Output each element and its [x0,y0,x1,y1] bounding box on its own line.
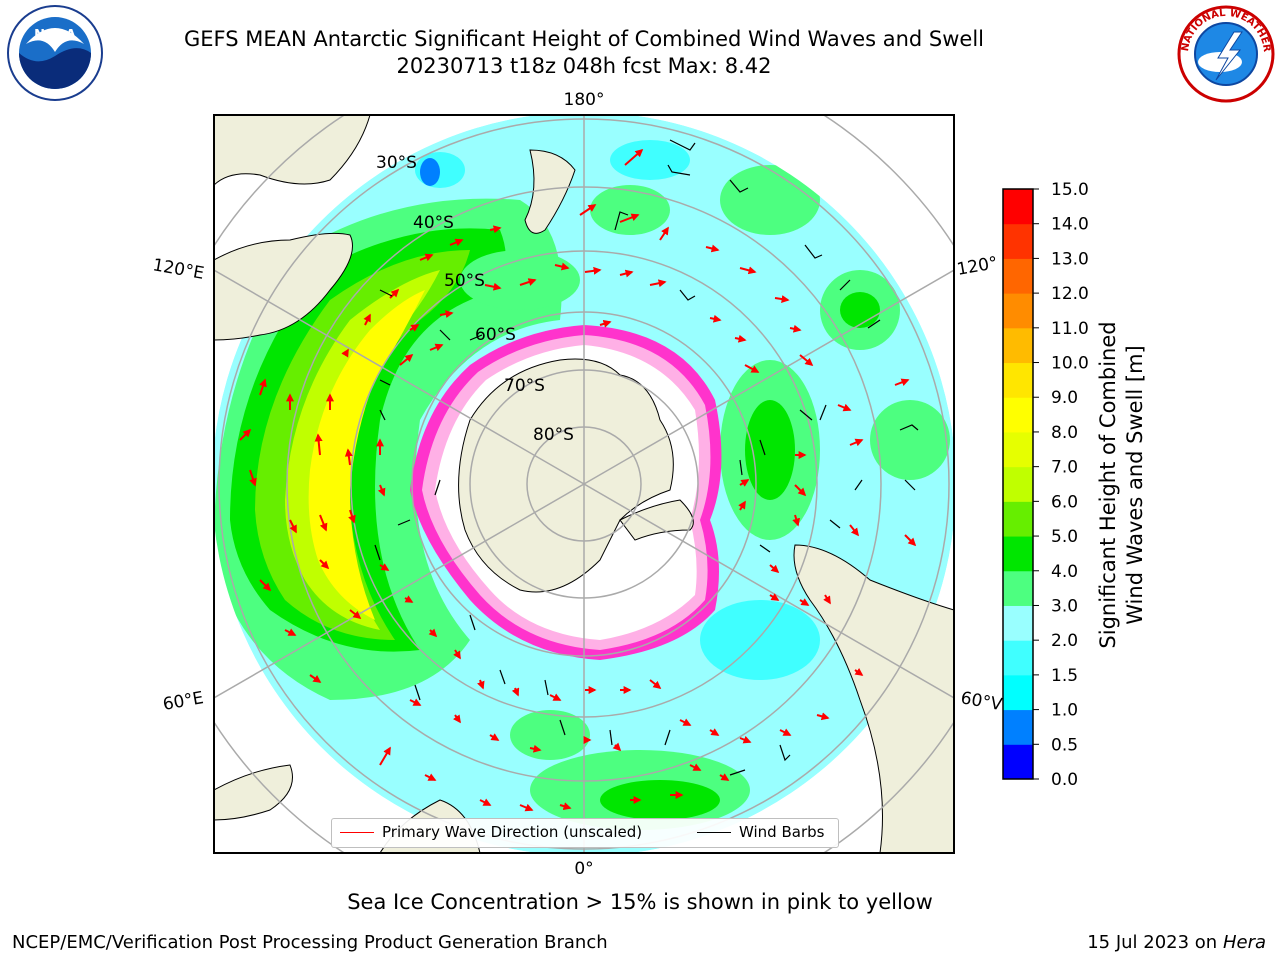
colorbar-band [1003,258,1033,294]
colorbar-band [1003,466,1033,502]
legend-wave-label: Primary Wave Direction (unscaled) [382,823,643,841]
lat-label-70: 70°S [504,376,545,396]
lat-label-30: 30°S [376,153,417,173]
wave-zone-low-d [610,140,690,180]
colorbar-band [1003,536,1033,572]
colorbar-label-line2: Wind Waves and Swell [m] [1123,345,1147,625]
meridian-60e [214,483,585,699]
legend: Primary Wave Direction (unscaled) Wind B… [331,818,839,848]
colorbar: 0.0 0.5 1.0 1.5 2.0 3.0 4.0 5.0 6.0 7.0 8.0 9.0 10.0… [1002,180,1089,790]
lon-label-120e: 120°E [151,255,205,284]
colorbar-tick-label: 4.0 [1051,562,1078,582]
wave-zone-atlantic-b [510,710,590,760]
colorbar-band [1003,640,1033,676]
wave-zone-pacific-d [870,400,950,480]
chart-title: GEFS MEAN Antarctic Significant Height o… [183,27,985,51]
colorbar-tick-label: 14.0 [1051,215,1089,235]
wave-zone-pacific-a [720,165,820,235]
colorbar-tick-label: 10.0 [1051,354,1089,374]
colorbar-band [1003,501,1033,537]
colorbar-tick-label: 0.0 [1051,770,1078,790]
legend-barb-label: Wind Barbs [739,823,825,841]
chart-subtitle: 20230713 t18z 048h fcst Max: 8.42 [396,54,772,78]
colorbar-band [1003,744,1033,780]
plot-frame [213,114,955,854]
sea-ice-note: Sea Ice Concentration > 15% is shown in … [347,890,933,914]
wave-zone-low-c [700,600,820,680]
colorbar-tick-label: 1.0 [1051,701,1078,721]
svg-text:NOAA: NOAA [34,28,76,43]
lon-label-60e: 60°E [161,688,205,715]
lon-label-120w: 120° [955,253,999,280]
wave-direction-arrows [239,148,917,812]
colorbar-tick-label: 1.5 [1051,666,1078,686]
colorbar-tick-label: 2.0 [1051,631,1078,651]
noaa-logo: NOAA [7,5,103,101]
colorbar-tick-label: 0.5 [1051,735,1078,755]
colorbar-tick-label: 9.0 [1051,388,1078,408]
lon-label-180: 180° [564,90,605,110]
lon-label-0: 0° [574,859,593,879]
wave-zone-atlantic-a-core [600,780,720,820]
meridian-120e [214,269,585,485]
credit-left: NCEP/EMC/Verification Post Processing Pr… [12,932,608,953]
land-antarctica [458,358,674,593]
colorbar-band [1003,362,1033,398]
colorbar-tick-label: 15.0 [1051,180,1089,200]
graticule-meridians [214,115,954,853]
wave-zone-8m [308,290,425,620]
legend-wave-swatch [340,832,374,833]
colorbar-band [1003,570,1033,606]
wave-zone-tasman [460,250,580,310]
land-new-zealand [524,149,576,234]
nws-logo: NATIONAL WEATHER SERVICE [1176,4,1275,103]
colorbar-band [1003,223,1033,259]
colorbar-frame [1002,188,1034,780]
colorbar-tick-label: 3.0 [1051,596,1078,616]
credit-right: 15 Jul 2023 on Hera [1087,932,1266,953]
colorbar-band [1003,709,1033,745]
land-asia [214,115,371,186]
legend-barb-swatch [697,832,731,833]
colorbar-tick-label: 6.0 [1051,492,1078,512]
land-madagascar [214,764,293,821]
lat-label-50: 50°S [444,271,485,291]
colorbar-band [1003,397,1033,433]
colorbar-band [1003,327,1033,364]
meridian-120w [583,269,954,485]
land-australia [214,232,353,341]
colorbar-tick-label: 12.0 [1051,284,1089,304]
colorbar-label-line1: Significant Height of Combined [1096,321,1120,648]
lon-label-60w: 60°V [959,688,1004,715]
colorbar-label: Significant Height of Combined Wind Wave… [1096,321,1147,648]
colorbar-band [1003,189,1033,225]
lat-label-40: 40°S [413,213,454,233]
colorbar-band [1003,674,1033,711]
lat-label-60: 60°S [475,325,516,345]
wave-zone-low-b [420,158,440,186]
colorbar-tick-label: 7.0 [1051,458,1078,478]
colorbar-band [1003,431,1033,468]
colorbar-band [1003,605,1033,641]
wind-barbs [374,139,919,776]
wave-zone-pacific-c-core [840,292,880,328]
wave-zone-drake-core [745,400,795,500]
colorbar-band [1003,293,1033,329]
colorbar-tick-label: 11.0 [1051,319,1089,339]
colorbar-tick-label: 5.0 [1051,527,1078,547]
lat-label-80: 80°S [533,425,574,445]
colorbar-tick-label: 8.0 [1051,423,1078,443]
wave-zone-pacific-b [590,185,670,235]
colorbar-tick-label: 13.0 [1051,249,1089,269]
